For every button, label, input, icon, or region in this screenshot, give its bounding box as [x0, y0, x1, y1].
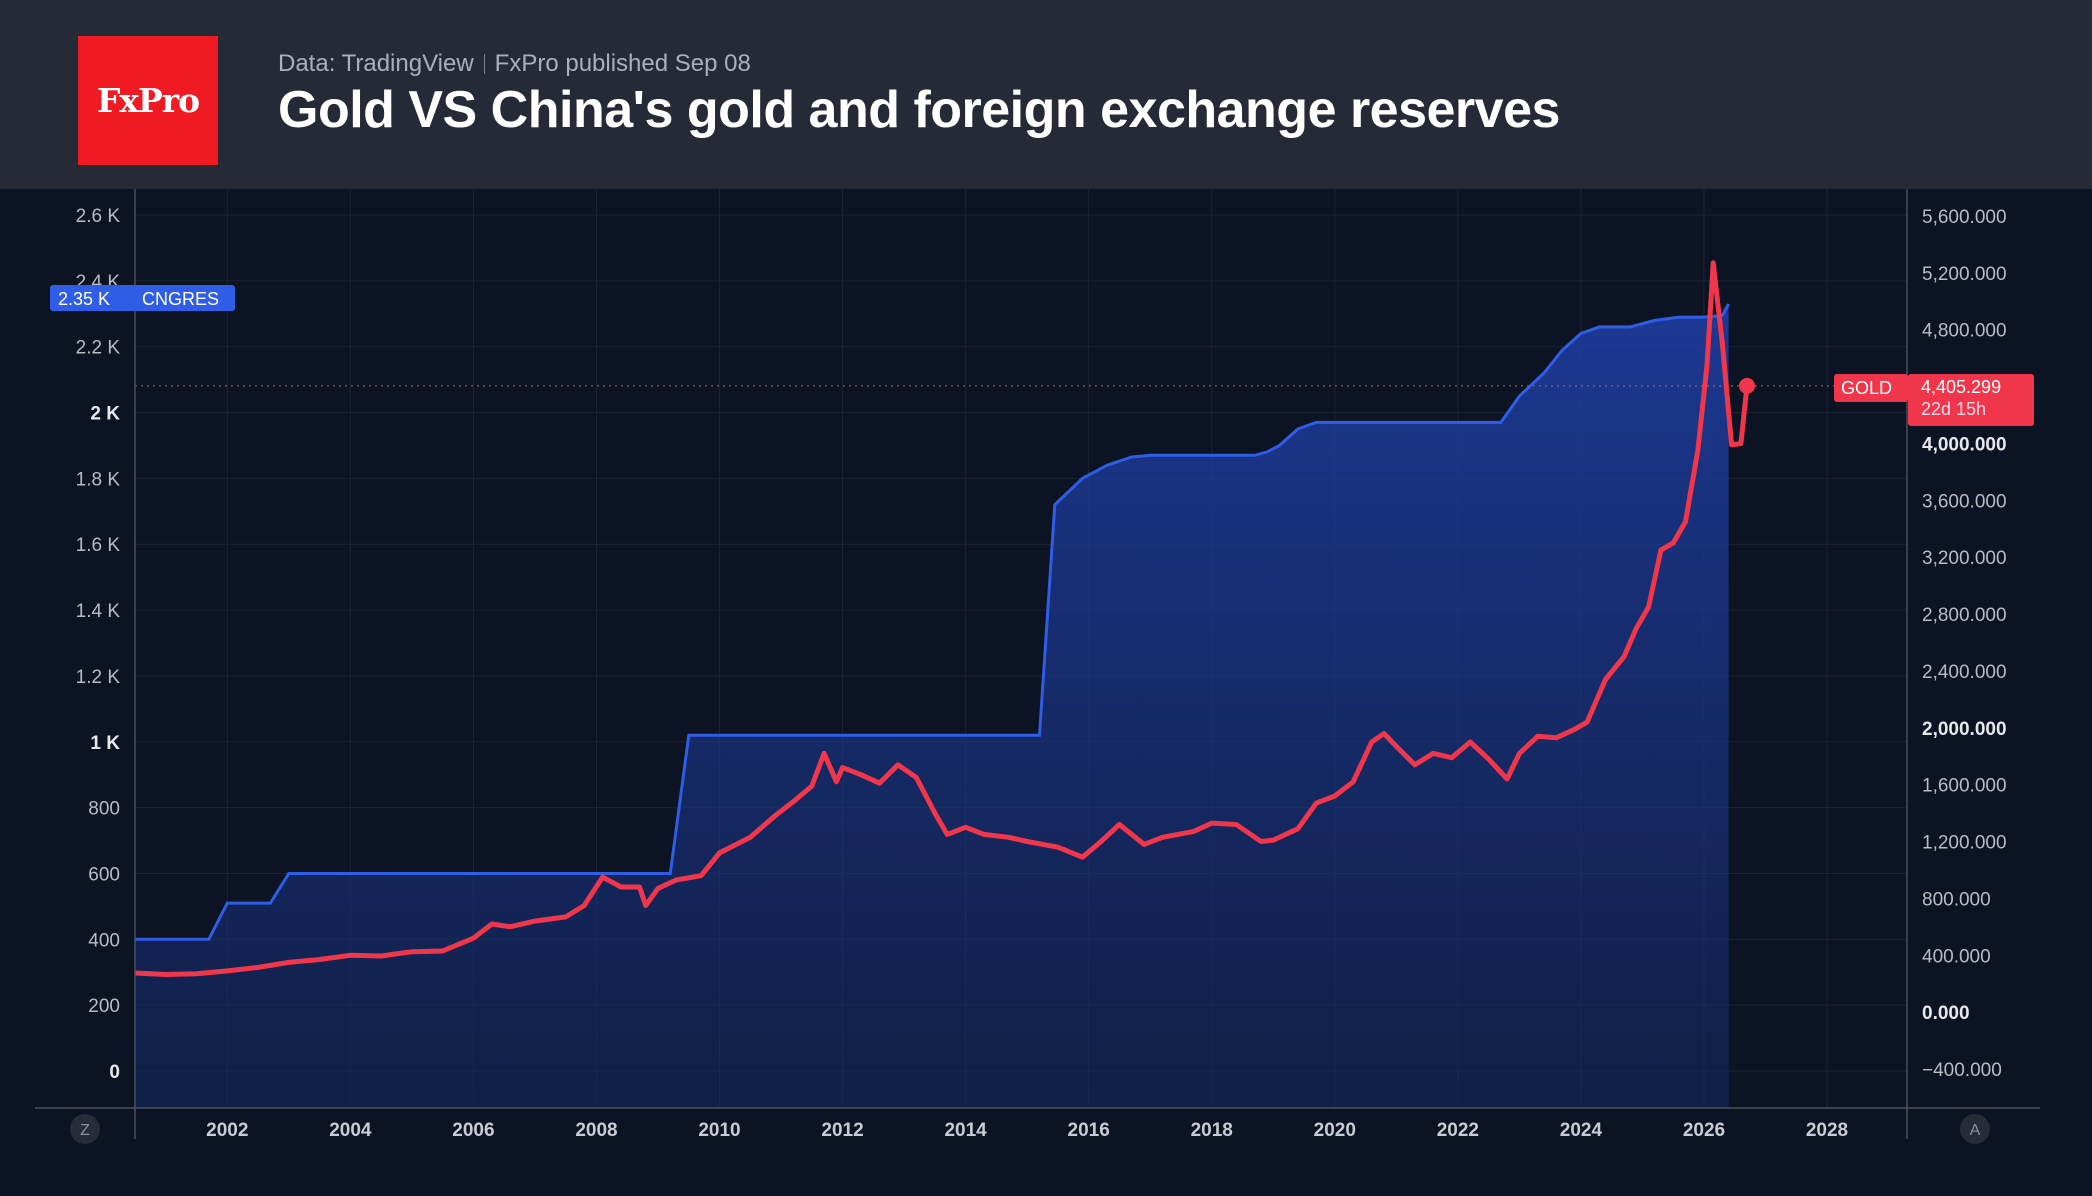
- right-tick-label: 3,200.000: [1922, 548, 2007, 569]
- left-tick-label: 400: [88, 930, 120, 951]
- gold-badge-name: GOLD: [1841, 378, 1892, 398]
- x-tick-label: 2002: [206, 1120, 248, 1141]
- gold-value-badge: GOLD 4,405.299 22d 15h: [1834, 374, 2034, 426]
- x-tick-label: 2008: [575, 1120, 617, 1141]
- right-tick-label: 3,600.000: [1922, 491, 2007, 512]
- right-tick-label: 5,600.000: [1922, 207, 2007, 228]
- reserves-area-fill: [135, 303, 1729, 1108]
- reserves-badge-name: CNGRES: [142, 289, 219, 309]
- x-tick-label: 2004: [329, 1120, 372, 1141]
- left-tick-label: 1.6 K: [76, 535, 121, 556]
- auto-scale-button[interactable]: A: [1960, 1114, 1990, 1144]
- chart-area: 0 200 400 600 800 1 K 1.2 K 1.4 K 1.6 K 1.8 K 2 K 2…: [35, 189, 2040, 1144]
- right-tick-label: 800.000: [1922, 889, 1991, 910]
- right-tick-label: 1,600.000: [1922, 776, 2007, 797]
- auto-scale-label: A: [1970, 1122, 1981, 1139]
- reserves-badge-value: 2.35 K: [58, 289, 110, 309]
- header-bar: FxPro Data: TradingView FxPro published …: [0, 0, 2092, 189]
- left-tick-label: 2.2 K: [76, 338, 121, 359]
- data-source: Data: TradingView: [278, 50, 474, 77]
- reset-zoom-label: Z: [80, 1122, 90, 1139]
- x-tick-label: 2024: [1560, 1120, 1603, 1141]
- right-tick-label: 2,800.000: [1922, 605, 2007, 626]
- left-tick-label: 800: [88, 799, 120, 820]
- left-tick-label: 1.2 K: [76, 667, 121, 688]
- gold-series: [134, 260, 1756, 977]
- x-tick-label: 2006: [452, 1120, 494, 1141]
- x-tick-label: 2022: [1437, 1120, 1479, 1141]
- x-tick-label: 2026: [1683, 1120, 1725, 1141]
- reset-zoom-button[interactable]: Z: [70, 1114, 100, 1144]
- x-tick-label: 2018: [1191, 1120, 1233, 1141]
- gold-line: [134, 260, 1750, 977]
- right-tick-label: 2,400.000: [1922, 662, 2007, 683]
- x-tick-label: 2016: [1068, 1120, 1110, 1141]
- left-tick-label: 1.4 K: [76, 601, 121, 622]
- right-tick-label: 2,000.000: [1922, 719, 2007, 740]
- right-tick-label: 1,200.000: [1922, 833, 2007, 854]
- left-tick-label: 0: [109, 1062, 120, 1083]
- left-tick-label: 1.8 K: [76, 469, 121, 490]
- x-tick-label: 2028: [1806, 1120, 1848, 1141]
- right-tick-label: −400.000: [1922, 1060, 2002, 1081]
- gold-badge-value: 4,405.299: [1921, 377, 2001, 397]
- gold-last-point: [1739, 377, 1756, 394]
- x-tick-label: 2012: [821, 1120, 863, 1141]
- right-tick-label: 400.000: [1922, 946, 1991, 967]
- axes: 0 200 400 600 800 1 K 1.2 K 1.4 K 1.6 K 1.8 K 2 K 2…: [35, 189, 2040, 1141]
- fxpro-logo: FxPro: [78, 36, 218, 165]
- right-tick-label: 0.000: [1922, 1003, 1970, 1024]
- x-tick-label: 2014: [944, 1120, 987, 1141]
- chart-title: Gold VS China's gold and foreign exchang…: [278, 81, 1560, 139]
- right-tick-label: 4,000.000: [1922, 434, 2007, 455]
- chart-meta: Data: TradingView FxPro published Sep 08: [278, 50, 751, 78]
- gold-badge-countdown: 22d 15h: [1921, 399, 1986, 419]
- left-tick-label: 2 K: [90, 404, 120, 425]
- left-tick-label: 200: [88, 996, 120, 1017]
- left-tick-label: 1 K: [90, 733, 120, 754]
- x-tick-label: 2010: [698, 1120, 740, 1141]
- left-tick-label: 2.6 K: [76, 206, 121, 227]
- left-tick-label: 600: [88, 864, 120, 885]
- reserves-line: [135, 303, 1730, 941]
- reserves-value-badge: 2.35 K CNGRES: [50, 285, 235, 311]
- reserves-series: [135, 303, 1730, 1108]
- right-tick-label: 5,200.000: [1922, 264, 2007, 285]
- publish-info: FxPro published Sep 08: [494, 50, 751, 77]
- right-tick-label: 4,800.000: [1922, 321, 2007, 342]
- x-tick-label: 2020: [1314, 1120, 1356, 1141]
- meta-divider: [483, 54, 485, 74]
